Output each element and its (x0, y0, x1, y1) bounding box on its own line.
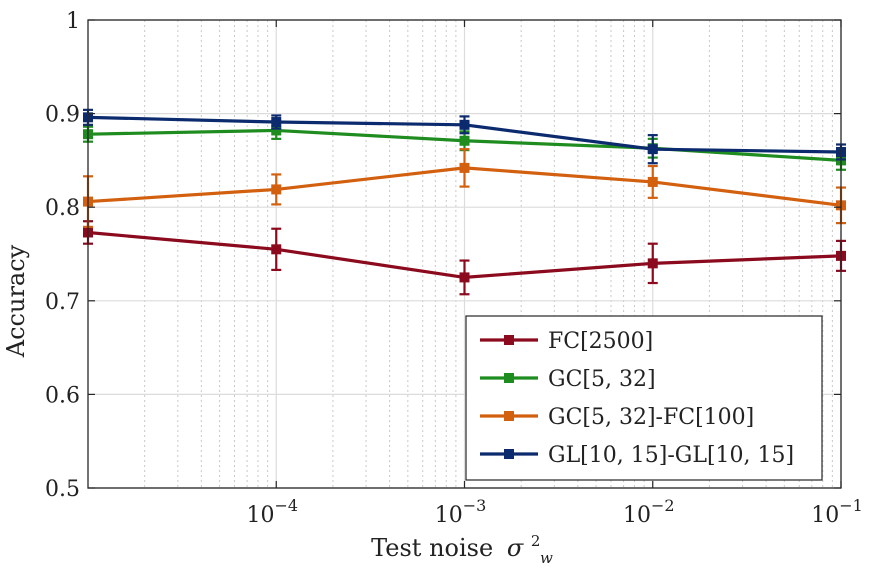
y-tick-label: 0.7 (45, 290, 80, 315)
x-tick-label: 10−1 (811, 496, 863, 528)
data-point (271, 117, 282, 128)
x-axis-label-sup: 2 (531, 532, 541, 550)
data-point (459, 272, 470, 283)
x-axis-label-text: Test noise (371, 534, 493, 562)
y-tick-label: 0.8 (45, 196, 80, 221)
x-tick-label: 10−2 (623, 496, 675, 528)
y-tick-label: 0.5 (45, 477, 80, 502)
y-axis-label: Accuracy (2, 244, 30, 358)
data-point (271, 244, 282, 255)
data-point (271, 125, 282, 136)
data-point (459, 135, 470, 146)
data-point (459, 162, 470, 173)
x-axis-label: Test noise σ 2 w (371, 524, 553, 567)
legend-marker (504, 335, 514, 345)
legend-marker (504, 411, 514, 421)
x-tick-label: 10−4 (246, 496, 298, 528)
x-tick-label: 10−3 (435, 496, 487, 528)
legend-marker (504, 449, 514, 459)
tick-labels: 0.5 0.6 0.7 0.8 0.9 1 10−4 10−3 10−2 10−1 (45, 9, 863, 528)
data-point (647, 258, 658, 269)
y-tick-label: 0.6 (45, 383, 80, 408)
data-point (647, 144, 658, 155)
data-point (459, 119, 470, 130)
data-point (271, 184, 282, 195)
legend: FC[2500] GC[5, 32] GC[5, 32]-FC[100] GL[10,… (465, 315, 823, 481)
legend-label: GC[5, 32]-FC[100] (548, 405, 754, 430)
y-tick-label: 0.9 (45, 103, 80, 128)
x-axis-label-sub: w (540, 549, 553, 567)
data-point (647, 176, 658, 187)
x-axis-label-symbol: σ (507, 534, 524, 562)
legend-label: GC[5, 32] (548, 367, 656, 392)
y-tick-label: 1 (66, 9, 80, 34)
legend-label: GL[10, 15]-GL[10, 15] (548, 443, 794, 468)
axes (87, 19, 842, 489)
legend-label: FC[2500] (548, 329, 653, 354)
legend-marker (504, 373, 514, 383)
